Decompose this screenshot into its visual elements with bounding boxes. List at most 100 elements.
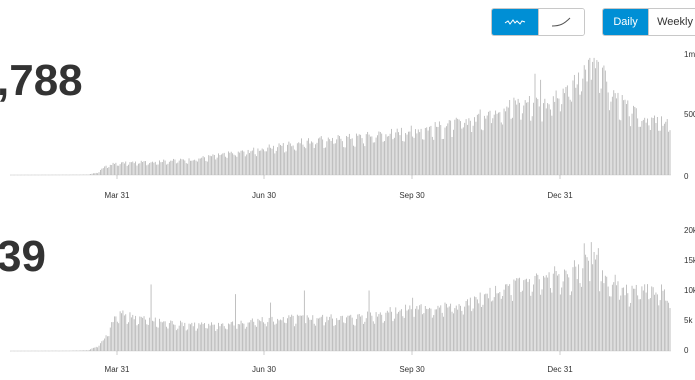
chart-bar: [112, 162, 114, 175]
chart-bar: [136, 325, 138, 351]
chart-bar: [152, 161, 153, 175]
linear-scale-button[interactable]: [492, 9, 538, 35]
chart-bar: [188, 323, 190, 351]
chart-bar: [261, 148, 263, 175]
chart-bar: [337, 320, 339, 351]
chart-bar: [323, 147, 325, 175]
chart-bar: [153, 321, 155, 351]
chart-bar: [360, 316, 362, 351]
chart-bar: [589, 281, 591, 351]
chart-bar: [561, 104, 563, 175]
chart-bar: [240, 150, 242, 175]
chart-bar: [640, 299, 641, 351]
chart-bar: [613, 282, 615, 351]
chart-bar: [509, 284, 511, 351]
chart-bar: [247, 149, 249, 175]
chart-bar: [486, 115, 488, 175]
chart-bar: [340, 138, 342, 175]
chart-bar: [303, 146, 305, 175]
chart-bar: [599, 92, 601, 175]
log-scale-button[interactable]: [537, 9, 584, 35]
chart-bar: [100, 343, 101, 351]
chart-bar: [464, 122, 466, 175]
chart-bar: [658, 305, 660, 351]
chart-bar: [129, 162, 131, 175]
chart-bar: [488, 111, 490, 175]
chart-bar: [595, 259, 596, 351]
chart-bar: [475, 121, 477, 175]
chart-bar: [408, 309, 409, 351]
chart-bar: [409, 305, 411, 351]
chart-bar: [641, 121, 643, 175]
chart-bar: [628, 116, 630, 175]
chart-bar: [337, 135, 339, 175]
chart-bar: [422, 314, 423, 351]
chart-bar: [565, 270, 567, 351]
chart-bar: [145, 319, 146, 351]
chart-bar: [502, 295, 504, 351]
chart-bar: [616, 285, 617, 351]
chart-bar: [350, 314, 352, 351]
y-tick-label: 5k: [684, 316, 693, 325]
chart-bar: [288, 315, 290, 351]
chart-bar: [364, 146, 366, 175]
y-tick-label: 10k: [684, 286, 695, 295]
chart-bar: [424, 306, 426, 351]
chart-bar: [341, 315, 343, 351]
chart-bar: [571, 101, 572, 175]
chart-bar: [652, 117, 654, 175]
chart-bar: [132, 314, 134, 351]
chart-bar: [521, 113, 523, 175]
chart-bar: [341, 141, 343, 175]
chart-bar: [669, 130, 671, 175]
chart-bar: [354, 146, 356, 175]
chart-bar: [450, 120, 452, 175]
chart-bar: [626, 104, 627, 175]
chart-bar: [597, 248, 599, 351]
chart-bar: [346, 135, 347, 175]
daily-button[interactable]: Daily: [603, 9, 649, 35]
chart-bar: [588, 260, 589, 351]
chart-bar: [668, 131, 670, 175]
chart-bar: [507, 107, 509, 175]
chart-bar: [163, 321, 165, 351]
chart-bar: [551, 115, 553, 175]
chart-bar: [201, 322, 203, 351]
chart-bar: [396, 313, 398, 351]
chart-bar: [258, 150, 260, 175]
chart-bar: [128, 164, 129, 175]
chart-bar: [170, 160, 172, 175]
chart-bar: [472, 308, 474, 351]
chart-bar: [284, 322, 286, 351]
chart-bar: [381, 133, 383, 175]
chart-bar: [363, 143, 364, 175]
chart-bar: [174, 159, 176, 175]
chart-bar: [116, 321, 118, 351]
chart-bar: [271, 316, 273, 351]
chart-bar: [609, 296, 610, 351]
chart-bar: [339, 136, 340, 175]
chart-bar: [320, 316, 322, 351]
chart-bar: [167, 328, 169, 351]
chart-bar: [265, 326, 267, 351]
chart-bar: [87, 350, 89, 351]
chart-bar: [326, 316, 328, 351]
chart-bar: [557, 98, 558, 175]
chart-bar: [384, 141, 385, 175]
chart-bar: [227, 151, 229, 175]
chart-bar: [139, 316, 141, 351]
chart-bar: [573, 74, 575, 175]
chart-bar: [527, 102, 529, 175]
chart-bar: [405, 304, 407, 351]
chart-bar: [624, 99, 626, 175]
chart-bar: [578, 72, 580, 175]
chart-bar: [535, 273, 537, 351]
weekly-button[interactable]: Weekly: [648, 9, 695, 35]
chart-bar: [475, 297, 477, 351]
chart-bar: [406, 310, 408, 351]
chart-bar: [119, 311, 121, 351]
chart-bar: [199, 324, 201, 351]
chart-bar: [544, 277, 546, 351]
chart-bar: [398, 132, 399, 175]
chart-bar: [488, 298, 490, 351]
